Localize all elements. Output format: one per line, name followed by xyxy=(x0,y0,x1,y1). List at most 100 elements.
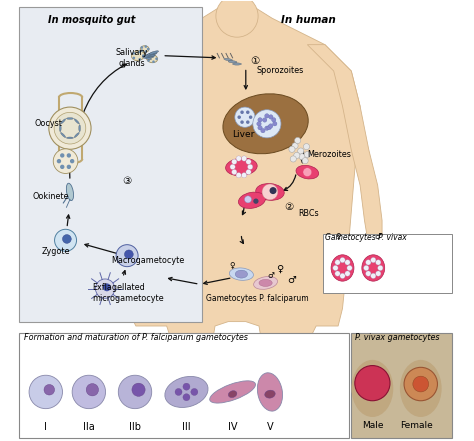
Text: ♀: ♀ xyxy=(335,232,341,241)
Circle shape xyxy=(299,153,305,160)
Circle shape xyxy=(132,383,145,396)
Circle shape xyxy=(63,235,71,243)
Text: III: III xyxy=(182,422,191,432)
Circle shape xyxy=(95,279,115,298)
FancyBboxPatch shape xyxy=(19,7,202,321)
Circle shape xyxy=(147,48,149,50)
Circle shape xyxy=(245,196,252,203)
Circle shape xyxy=(249,116,252,119)
Circle shape xyxy=(261,120,265,124)
Circle shape xyxy=(247,164,253,169)
Ellipse shape xyxy=(229,268,254,280)
Circle shape xyxy=(347,265,352,271)
Circle shape xyxy=(270,187,276,194)
Ellipse shape xyxy=(257,373,283,411)
Ellipse shape xyxy=(74,132,79,138)
Ellipse shape xyxy=(59,125,61,132)
Ellipse shape xyxy=(367,252,384,264)
Circle shape xyxy=(264,126,269,131)
Ellipse shape xyxy=(228,391,237,398)
Circle shape xyxy=(138,51,141,53)
Polygon shape xyxy=(307,45,382,247)
Text: RBCs: RBCs xyxy=(299,209,319,218)
Circle shape xyxy=(261,115,265,119)
Circle shape xyxy=(365,271,371,276)
Ellipse shape xyxy=(66,118,73,120)
Circle shape xyxy=(253,110,281,138)
Text: Sporozoites: Sporozoites xyxy=(257,66,304,75)
Ellipse shape xyxy=(296,165,319,179)
Text: ②: ② xyxy=(284,202,294,212)
Circle shape xyxy=(236,156,241,161)
Text: V: V xyxy=(267,422,273,432)
FancyBboxPatch shape xyxy=(19,333,349,438)
Circle shape xyxy=(364,265,369,271)
Ellipse shape xyxy=(265,390,275,398)
Circle shape xyxy=(183,394,190,401)
Ellipse shape xyxy=(149,51,158,54)
Circle shape xyxy=(140,49,143,52)
Ellipse shape xyxy=(226,158,257,176)
Circle shape xyxy=(230,164,235,169)
Circle shape xyxy=(183,383,190,390)
Circle shape xyxy=(86,384,99,396)
Text: P. vivax gametocytes: P. vivax gametocytes xyxy=(355,333,439,342)
Ellipse shape xyxy=(238,192,265,209)
Circle shape xyxy=(355,366,390,401)
Circle shape xyxy=(240,111,244,114)
Ellipse shape xyxy=(254,277,278,289)
Ellipse shape xyxy=(61,132,66,138)
Circle shape xyxy=(365,260,371,265)
Circle shape xyxy=(191,389,198,396)
Circle shape xyxy=(147,56,150,58)
Circle shape xyxy=(70,159,74,163)
Circle shape xyxy=(53,149,78,173)
Text: In mosquito gut: In mosquito gut xyxy=(48,15,136,26)
Circle shape xyxy=(345,271,350,276)
Circle shape xyxy=(304,151,310,157)
Ellipse shape xyxy=(235,270,247,278)
Text: IV: IV xyxy=(228,422,237,432)
Circle shape xyxy=(57,159,61,163)
Ellipse shape xyxy=(66,137,73,139)
Circle shape xyxy=(125,250,133,259)
Ellipse shape xyxy=(29,375,63,409)
Circle shape xyxy=(67,164,71,169)
Circle shape xyxy=(133,52,135,55)
Circle shape xyxy=(335,271,340,276)
Ellipse shape xyxy=(165,377,208,407)
Circle shape xyxy=(289,146,295,152)
Circle shape xyxy=(260,122,264,126)
Circle shape xyxy=(216,0,258,37)
Circle shape xyxy=(292,143,298,149)
Ellipse shape xyxy=(233,63,241,65)
Text: In human: In human xyxy=(281,15,336,26)
Circle shape xyxy=(44,385,55,395)
Circle shape xyxy=(375,260,381,265)
Circle shape xyxy=(345,260,350,265)
Text: ♂: ♂ xyxy=(288,275,296,285)
Circle shape xyxy=(294,152,300,158)
Text: Oocyst: Oocyst xyxy=(35,119,63,128)
Ellipse shape xyxy=(228,61,237,63)
Ellipse shape xyxy=(118,375,152,409)
Text: Exflagellated
microgametocyte: Exflagellated microgametocyte xyxy=(92,283,164,303)
Circle shape xyxy=(246,169,251,175)
Ellipse shape xyxy=(61,119,66,124)
Text: Female: Female xyxy=(400,421,433,430)
Ellipse shape xyxy=(140,46,149,52)
Circle shape xyxy=(340,273,345,279)
Polygon shape xyxy=(114,7,360,427)
Circle shape xyxy=(60,153,64,157)
Circle shape xyxy=(290,156,296,162)
Circle shape xyxy=(371,273,376,279)
Circle shape xyxy=(116,245,138,267)
Ellipse shape xyxy=(72,375,106,409)
Text: Gametocytes P. vivax: Gametocytes P. vivax xyxy=(325,233,407,242)
FancyBboxPatch shape xyxy=(323,234,452,293)
Circle shape xyxy=(269,115,273,119)
Circle shape xyxy=(340,258,345,263)
Circle shape xyxy=(267,125,271,130)
Circle shape xyxy=(253,198,258,204)
Text: Macrogametocyte: Macrogametocyte xyxy=(112,257,185,265)
